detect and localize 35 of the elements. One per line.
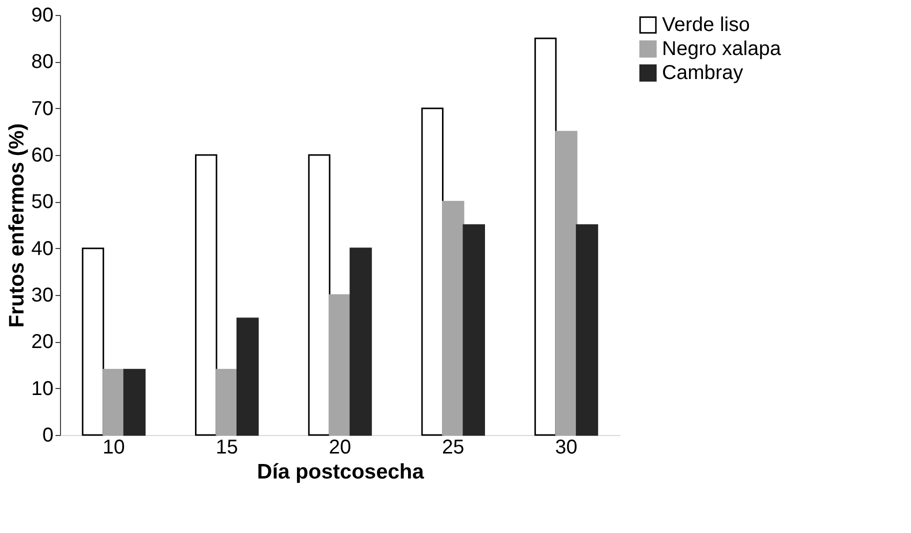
bar	[576, 224, 598, 436]
y-axis-title: Frutos enfermos (%)	[5, 123, 28, 328]
x-axis-title: Día postcosecha	[257, 460, 424, 484]
y-tick-label: 0	[42, 424, 54, 446]
y-tick-label: 60	[31, 144, 54, 166]
bar	[123, 368, 146, 436]
y-tick-label: 50	[31, 191, 54, 214]
bar	[195, 154, 218, 436]
y-tick-label: 20	[31, 331, 54, 354]
bar	[534, 38, 557, 436]
x-tick-label: 20	[328, 436, 352, 458]
bar	[102, 368, 125, 436]
bar	[350, 248, 372, 436]
legend-label: Verde liso	[662, 14, 750, 36]
x-tick-label: 25	[442, 436, 464, 458]
y-tick-label: 90	[31, 4, 54, 26]
x-tick-label: 15	[216, 436, 238, 458]
y-tick-label: 30	[31, 284, 54, 306]
legend-label: Cambray	[662, 62, 744, 84]
bar	[555, 130, 578, 436]
y-tick-label: 10	[31, 378, 54, 400]
bar	[236, 318, 259, 436]
bar	[82, 248, 104, 436]
bar	[216, 368, 238, 436]
y-tick-label: 70	[31, 98, 54, 120]
bar	[308, 154, 330, 436]
bar	[462, 224, 485, 436]
y-tick-label: 80	[31, 51, 54, 74]
bar	[421, 108, 444, 436]
bar	[442, 200, 464, 436]
x-tick-label: 30	[555, 436, 578, 458]
legend-label: Negro xalapa	[662, 38, 782, 60]
bar	[328, 294, 352, 436]
y-tick-label: 40	[31, 238, 54, 260]
x-tick-label: 10	[102, 436, 125, 458]
